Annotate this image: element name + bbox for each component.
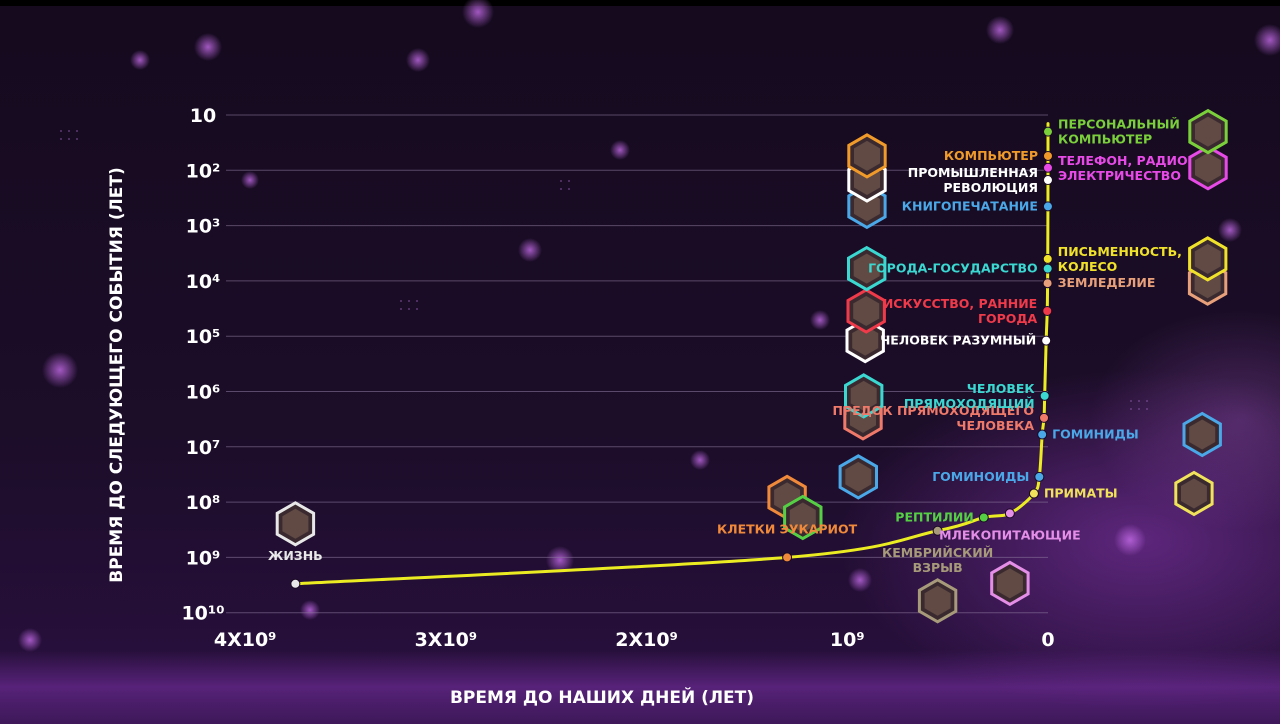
data-point [1041,335,1052,346]
x-tick-label: 2X10⁹ [615,629,678,651]
data-point [1042,278,1053,289]
y-tick-label: 10⁹ [186,547,221,569]
data-point [1042,162,1053,173]
event-label: КЕМБРИЙСКИЙ ВЗРЫВ [882,545,993,575]
event-label: КОМПЬЮТЕР [944,148,1038,163]
event-label: ИСКУССТВО, РАННИЕ ГОРОДА [883,296,1038,326]
event-icons [275,108,1228,624]
city-state-icon [847,245,887,292]
data-point [1042,150,1053,161]
data-point [1042,175,1053,186]
cave-art-icon [846,288,886,334]
event-label: ПРИМАТЫ [1044,486,1118,501]
event-label: ПРЕДОК ПРЯМОХОДЯЩЕГО ЧЕЛОВЕКА [832,403,1034,433]
data-point [290,578,301,589]
wheel-icon [1188,236,1228,282]
sprout-icon [275,501,316,547]
data-point [932,525,943,536]
event-label: ГОРОДА-ГОСУДАРСТВО [868,261,1038,276]
y-tick-label: 10⁴ [186,271,221,293]
data-point [782,552,793,563]
x-tick-label: 0 [1041,629,1054,651]
data-point [978,512,989,523]
event-label: ПЕРСОНАЛЬНЫЙ КОМПЬЮТЕР [1058,117,1180,147]
y-tick-label: 10⁵ [186,326,221,348]
data-point [1042,305,1053,316]
data-point [1039,390,1050,401]
event-label: ГОМИНИДЫ [1052,427,1139,442]
event-label: РЕПТИЛИИ [895,510,973,525]
y-tick-label: 10⁶ [186,382,221,404]
x-axis-ticks: 4X10⁹ 3X10⁹ 2X10⁹ 10⁹ 0 [214,629,1055,651]
y-tick-label: 10 [190,105,216,127]
series-line [293,122,1050,586]
event-label: ЧЕЛОВЕК РАЗУМНЫЙ [880,333,1036,348]
data-point [1042,263,1053,274]
y-tick-label: 10⁸ [186,492,221,514]
event-label: ЧЕЛОВЕК ПРЯМОХОДЯЩИЙ [904,381,1036,411]
data-point [1028,488,1039,499]
data-point [1039,412,1050,423]
erectus-icon [844,373,884,419]
data-point [1037,429,1048,440]
event-labels: ЖИЗНЬ КЛЕТКИ ЭУКАРИОТ КЕМБРИЙСКИЙ ВЗРЫВ РЕПТ… [268,117,1188,575]
event-label: МЛЕКОПИТАЮЩИЕ [939,527,1081,542]
data-point [1042,126,1053,137]
x-tick-label: 3X10⁹ [415,629,478,651]
event-label: ПРОМЫШЛЕННАЯ РЕВОЛЮЦИЯ [908,165,1038,195]
telephone-icon [1188,145,1228,191]
event-label: ГОМИНОИДЫ [932,469,1029,484]
lizard-icon [783,494,823,541]
y-axis-title: ВРЕМЯ ДО СЛЕДУЮЩЕГО СОБЫТИЯ (ЛЕТ) [107,167,127,582]
computer-icon [847,133,887,179]
x-tick-label: 10⁹ [830,629,865,651]
event-label: ЗЕМЛЕДЕЛИЕ [1058,275,1156,290]
data-point [1042,201,1053,212]
y-tick-label: 10⁷ [186,437,221,459]
bear-icon [990,560,1030,607]
event-label: КЛЕТКИ ЭУКАРИОТ [717,521,858,536]
data-point [1004,508,1015,519]
hominid-icon [1182,411,1222,458]
sapiens-icon [845,317,885,364]
event-label: ПИСЬМЕННОСТЬ, КОЛЕСО [1058,244,1182,274]
data-point [1034,471,1045,482]
x-axis-title: ВРЕМЯ ДО НАШИХ ДНЕЙ (ЛЕТ) [450,686,754,708]
fossil-fish-icon [917,578,958,624]
grid-lines [226,114,1048,614]
hominoid-icon [838,454,878,500]
event-label: ЖИЗНЬ [268,548,323,563]
x-tick-label: 4X10⁹ [214,629,277,651]
data-point [1042,253,1053,264]
lemur-icon [1174,470,1214,517]
event-label: КНИГОПЕЧАТАНИЕ [902,198,1038,213]
event-points [290,126,1053,589]
y-axis-ticks: 10 10² 10³ 10⁴ 10⁵ 10⁶ 10⁷ 10⁸ 10⁹ 10¹⁰ [181,105,224,625]
ibm-pc-icon [1188,108,1228,155]
y-tick-label: 10³ [186,216,221,238]
y-tick-label: 10¹⁰ [181,603,224,625]
y-tick-label: 10² [186,160,221,182]
event-label: ТЕЛЕФОН, РАДИО ЭЛЕКТРИЧЕСТВО [1058,153,1188,183]
